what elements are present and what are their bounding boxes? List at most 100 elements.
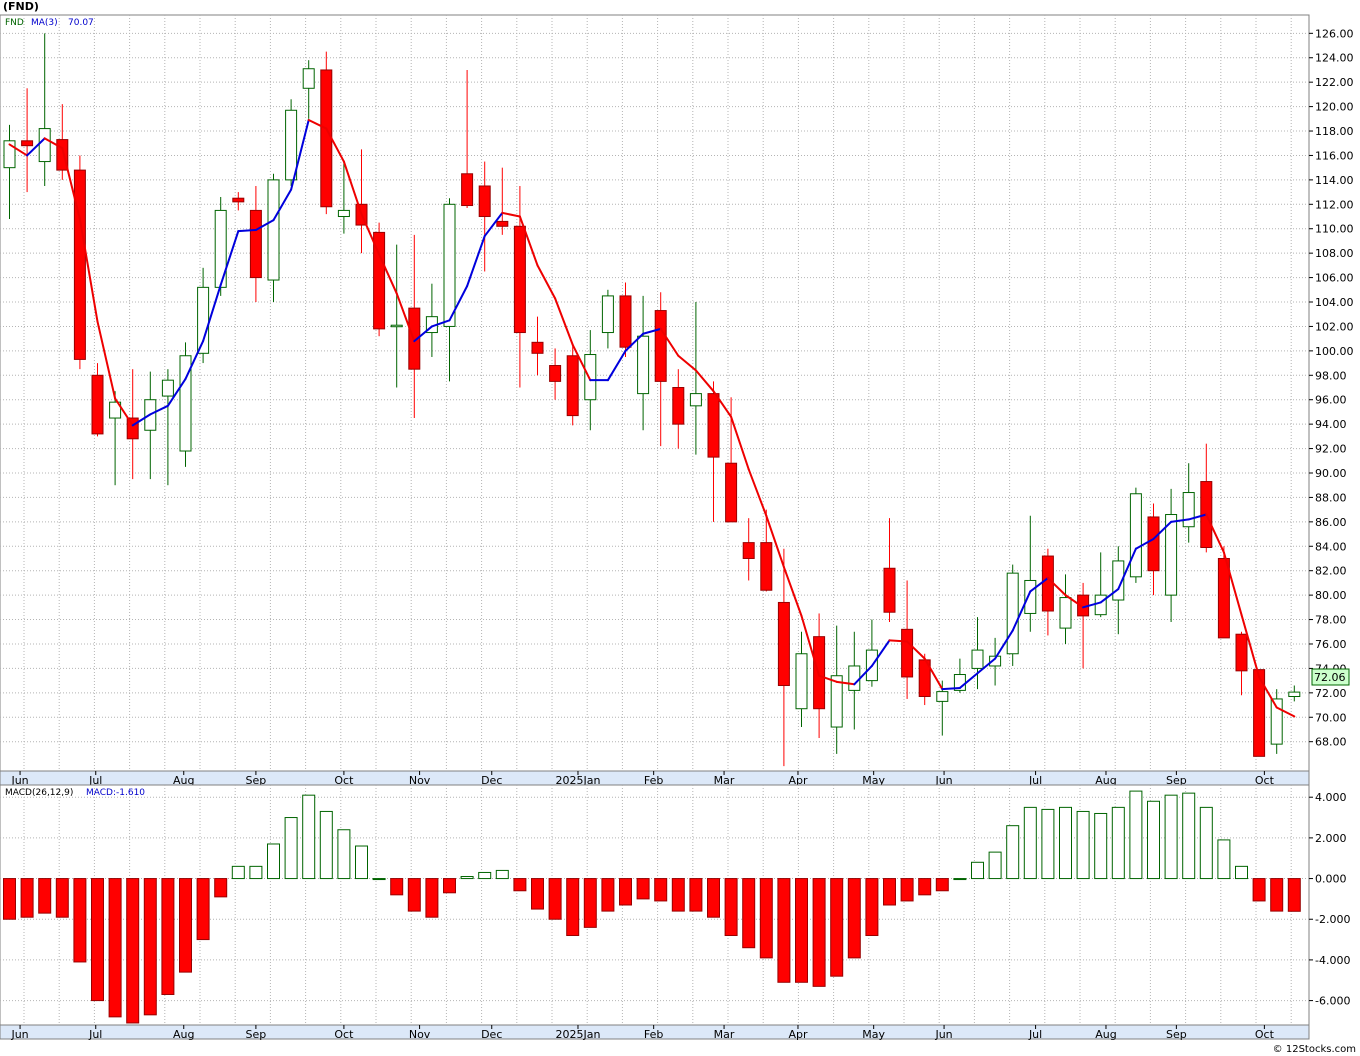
candle	[549, 348, 562, 400]
ma-segment	[765, 514, 785, 569]
macd-bar	[795, 878, 808, 983]
candle-body	[1182, 492, 1195, 528]
candle	[302, 60, 315, 119]
ma-segment	[730, 415, 750, 471]
price-y-tick-label: 88.00	[1315, 491, 1347, 504]
price-y-tick-label: 120.00	[1315, 101, 1354, 114]
candle-body	[1253, 669, 1266, 757]
macd-bar	[495, 869, 509, 880]
ma-segment	[853, 664, 873, 686]
price-y-tick-label: 68.00	[1315, 736, 1347, 749]
macd-bar	[1199, 806, 1213, 880]
candle-body	[689, 393, 702, 407]
x-tick-label: Sep	[246, 774, 267, 787]
candle-body	[742, 542, 755, 559]
candle-body	[1059, 597, 1072, 629]
candle-body	[1112, 560, 1125, 601]
ma-segment	[976, 657, 997, 675]
candle	[883, 518, 896, 622]
macd-bar	[1076, 810, 1090, 880]
macd-bar	[1006, 825, 1020, 880]
ma-segment	[1082, 601, 1102, 609]
candle-body	[1024, 579, 1037, 614]
ma-segment	[518, 215, 539, 267]
x-tick-label: Apr	[788, 774, 808, 787]
macd-bar	[302, 794, 316, 880]
macd-bar	[1059, 806, 1072, 880]
candle-body	[1006, 572, 1019, 655]
macd-bar	[478, 871, 492, 880]
candle-body	[249, 209, 262, 279]
candle-body	[320, 69, 333, 208]
candle-body	[267, 179, 280, 281]
x-tick-label: Jul	[88, 1028, 102, 1041]
price-y-tick-label: 84.00	[1315, 540, 1347, 553]
candle-body	[1217, 557, 1230, 639]
macd-bar	[231, 865, 245, 880]
x-tick-label: Jun	[934, 774, 952, 787]
price-y-tick-label: 76.00	[1315, 638, 1347, 651]
candle	[971, 617, 984, 690]
ma-segment	[483, 211, 504, 238]
price-x-axis: Jun Jul Aug Sep Oct Nov Dec 2025Jan Feb Mar Apr May…	[10, 771, 1275, 787]
ma-segment	[571, 343, 592, 382]
x-tick-label: 2025Jan	[556, 1028, 601, 1041]
candle	[637, 295, 650, 431]
candle	[373, 222, 386, 337]
x-tick-label: Jun	[10, 774, 28, 787]
candle-body	[901, 628, 914, 678]
candle	[1253, 669, 1266, 757]
ma-segment	[1152, 520, 1173, 540]
macd-bar	[988, 851, 1002, 880]
macd-bar	[249, 865, 263, 880]
candle	[179, 342, 192, 467]
candle-body	[1041, 555, 1054, 612]
candle-body	[672, 387, 685, 425]
ma-segment	[1029, 577, 1049, 593]
ma-segment	[448, 285, 469, 322]
ma-segment	[395, 292, 416, 343]
ma-segment	[606, 349, 627, 382]
macd-bar	[1111, 806, 1125, 880]
macd-bar	[566, 878, 580, 937]
candle	[777, 548, 790, 767]
price-y-tick-label: 116.00	[1315, 149, 1354, 162]
ma-segment	[61, 147, 81, 220]
candle	[1059, 574, 1072, 644]
x-tick-label: May	[862, 774, 885, 787]
ma-segment	[642, 327, 662, 335]
candle	[1270, 689, 1283, 754]
ma-segment	[694, 369, 715, 393]
macd-bar	[1217, 839, 1231, 880]
price-y-tick-label: 100.00	[1315, 345, 1354, 358]
candle	[619, 282, 632, 357]
x-tick-label: Sep	[1166, 774, 1187, 787]
candle	[707, 381, 720, 522]
ma-segment	[554, 297, 574, 346]
ma-segment	[342, 160, 363, 216]
ma-segment	[219, 230, 240, 286]
ma-segment	[43, 137, 64, 150]
x-tick-label: Oct	[334, 1028, 354, 1041]
ma-segment	[413, 325, 433, 343]
macd-bar	[55, 878, 69, 918]
macd-bar	[3, 878, 16, 920]
candle	[56, 104, 69, 180]
candle-body	[56, 139, 69, 171]
candle-body	[707, 393, 720, 458]
ma-segment	[800, 614, 821, 677]
ma-segment	[941, 686, 961, 691]
macd-bar	[179, 878, 192, 973]
macd-bar	[1164, 794, 1178, 880]
candle	[21, 88, 34, 193]
price-y-tick-label: 94.00	[1315, 418, 1347, 431]
candle-body	[126, 417, 139, 440]
macd-bar	[214, 878, 228, 898]
macd-bar	[1094, 812, 1108, 880]
candle-body	[777, 601, 790, 687]
candle-body	[337, 209, 350, 218]
price-panel	[0, 14, 1310, 772]
price-y-tick-label: 108.00	[1315, 247, 1354, 260]
x-tick-label: Oct	[1255, 774, 1275, 787]
macd-bar	[1041, 808, 1055, 880]
